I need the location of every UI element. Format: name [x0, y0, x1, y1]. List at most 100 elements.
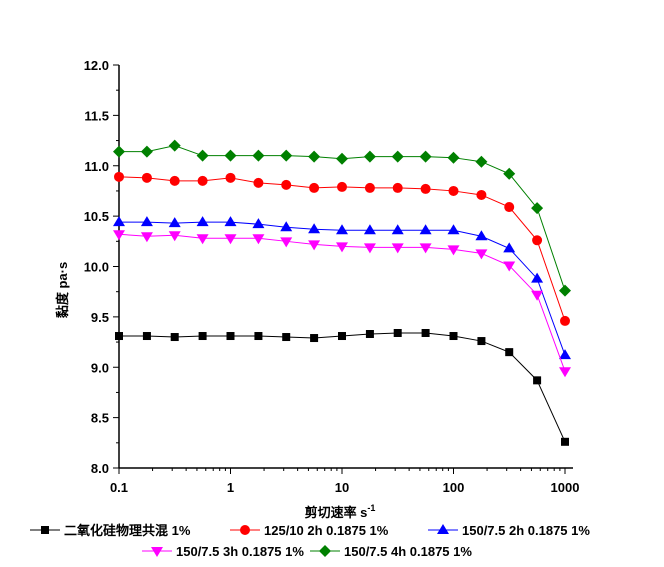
marker-circle: [225, 172, 236, 183]
marker-triangle-down: [447, 245, 460, 256]
legend-item: 150/7.5 2h 0.1875 1%: [428, 523, 590, 538]
series-3: [113, 230, 571, 378]
marker-square: [115, 332, 123, 341]
series-2: [113, 216, 571, 360]
x-tick-label: 1000: [551, 480, 580, 495]
y-axis-label: 黏度 pa·s: [55, 262, 70, 318]
marker-triangle-up: [113, 216, 125, 227]
legend-label: 125/10 2h 0.1875 1%: [264, 523, 389, 538]
y-tick-label: 10.0: [84, 260, 109, 275]
marker-diamond: [419, 150, 432, 163]
marker-triangle-up: [168, 217, 181, 228]
marker-triangle-up: [196, 216, 209, 227]
marker-triangle-up: [559, 349, 571, 360]
marker-triangle-up: [437, 524, 449, 534]
marker-diamond: [113, 145, 125, 158]
marker-triangle-down: [252, 234, 265, 245]
y-tick-label: 11.5: [84, 108, 109, 123]
x-tick-label: 10: [335, 480, 349, 495]
marker-square: [226, 332, 235, 341]
marker-triangle-down: [531, 290, 544, 301]
marker-square: [41, 526, 49, 534]
marker-square: [365, 330, 374, 339]
marker-triangle-down: [308, 240, 321, 251]
marker-circle: [281, 179, 292, 190]
marker-square: [338, 332, 346, 341]
y-tick-label: 9.5: [91, 310, 109, 325]
marker-triangle-down: [113, 230, 125, 241]
marker-square: [421, 328, 430, 337]
marker-triangle-up: [447, 224, 460, 235]
series-line: [119, 145, 566, 291]
marker-triangle-down: [336, 242, 348, 253]
marker-circle: [309, 182, 320, 193]
marker-circle: [114, 171, 124, 182]
plot-area: [113, 139, 571, 446]
legend-label: 150/7.5 4h 0.1875 1%: [344, 544, 472, 559]
marker-triangle-down: [559, 367, 571, 378]
legend-label: 150/7.5 3h 0.1875 1%: [176, 544, 304, 559]
marker-square: [533, 376, 542, 385]
marker-square: [477, 337, 486, 346]
marker-diamond: [319, 545, 331, 557]
marker-diamond: [196, 149, 209, 162]
x-tick-label: 0.1: [110, 480, 128, 495]
marker-circle: [169, 175, 180, 186]
marker-diamond: [559, 284, 571, 297]
y-tick-label: 9.0: [91, 360, 109, 375]
marker-diamond: [475, 155, 488, 168]
marker-triangle-up: [391, 224, 404, 235]
marker-diamond: [336, 152, 348, 165]
marker-circle: [476, 189, 487, 200]
legend-item: 125/10 2h 0.1875 1%: [230, 523, 389, 538]
marker-triangle-up: [140, 216, 153, 227]
marker-square: [254, 332, 263, 341]
marker-square: [561, 437, 569, 446]
marker-square: [282, 333, 291, 342]
marker-square: [310, 334, 319, 343]
x-axis-label: 剪切速率 s-1: [305, 503, 376, 520]
marker-triangle-down: [419, 243, 432, 254]
marker-diamond: [168, 139, 181, 152]
legend-label: 150/7.5 2h 0.1875 1%: [462, 523, 590, 538]
marker-triangle-up: [363, 224, 376, 235]
marker-diamond: [140, 145, 153, 158]
marker-circle: [392, 182, 403, 193]
marker-triangle-down: [224, 234, 237, 245]
marker-triangle-down: [168, 231, 181, 242]
axes: 8.0 8.5 9.0 9.5 10.0 10.5 11.0 11.5 12.0 0.1 1 10 10…: [84, 58, 580, 495]
legend: 二氧化硅物理共混 1% 125/10 2h 0.1875 1% 150/7.5 2h…: [30, 523, 590, 559]
marker-triangle-down: [503, 261, 516, 272]
series-line: [119, 332, 566, 443]
marker-triangle-down: [475, 249, 488, 260]
marker-circle: [504, 202, 515, 213]
marker-diamond: [363, 150, 376, 163]
marker-triangle-down: [140, 232, 153, 243]
series-4: [113, 139, 571, 297]
marker-circle: [560, 315, 570, 326]
marker-triangle-up: [419, 224, 432, 235]
x-tick-label: 100: [443, 480, 465, 495]
y-tick-label: 12.0: [84, 58, 109, 73]
marker-circle: [420, 183, 431, 194]
marker-diamond: [224, 149, 237, 162]
marker-square: [170, 333, 179, 342]
marker-square: [449, 332, 458, 341]
marker-triangle-up: [531, 272, 544, 283]
marker-square: [198, 332, 207, 341]
marker-triangle-down: [391, 243, 404, 254]
marker-diamond: [503, 167, 516, 180]
marker-diamond: [391, 150, 404, 163]
y-tick-label: 8.5: [91, 411, 109, 426]
marker-circle: [197, 175, 208, 186]
marker-triangle-up: [252, 218, 265, 229]
marker-triangle-down: [196, 234, 209, 245]
y-tick-label: 10.5: [84, 209, 109, 224]
series-line: [118, 233, 566, 372]
legend-item: 二氧化硅物理共混 1%: [30, 523, 191, 538]
marker-circle: [364, 182, 375, 193]
x-axis-label-sup: -1: [367, 503, 375, 513]
marker-triangle-down: [151, 547, 163, 557]
marker-diamond: [280, 149, 293, 162]
